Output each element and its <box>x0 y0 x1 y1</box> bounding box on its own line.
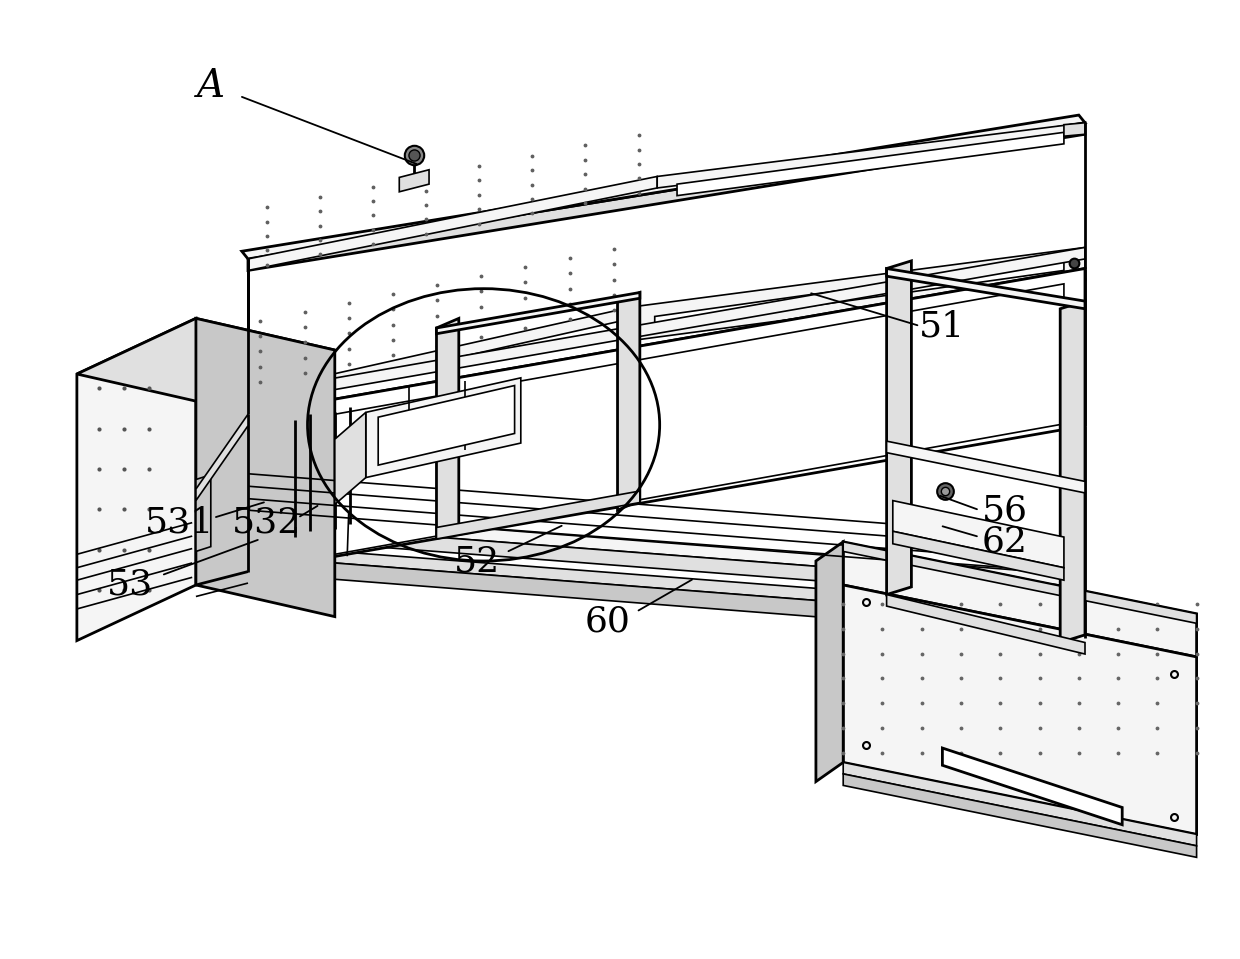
Polygon shape <box>399 170 429 192</box>
Polygon shape <box>248 176 657 270</box>
Polygon shape <box>335 412 366 504</box>
Polygon shape <box>1064 123 1085 136</box>
Polygon shape <box>655 259 1064 328</box>
Polygon shape <box>248 280 1085 453</box>
Text: 60: 60 <box>585 604 630 639</box>
Polygon shape <box>942 748 1122 825</box>
Polygon shape <box>77 318 196 641</box>
Polygon shape <box>270 284 1064 566</box>
Polygon shape <box>366 378 521 478</box>
Polygon shape <box>196 414 248 501</box>
Polygon shape <box>1060 301 1085 643</box>
Polygon shape <box>196 318 335 617</box>
Polygon shape <box>887 261 911 595</box>
Polygon shape <box>843 585 1197 834</box>
Polygon shape <box>887 269 1085 309</box>
Polygon shape <box>248 545 1085 621</box>
Polygon shape <box>248 269 1085 426</box>
Polygon shape <box>1060 301 1085 643</box>
Polygon shape <box>632 247 1085 340</box>
Polygon shape <box>436 318 459 537</box>
Polygon shape <box>893 531 1064 580</box>
Polygon shape <box>843 774 1197 857</box>
Polygon shape <box>887 595 1085 654</box>
Polygon shape <box>893 501 1064 568</box>
Polygon shape <box>843 542 1197 623</box>
Text: 52: 52 <box>454 544 501 578</box>
Polygon shape <box>196 475 211 551</box>
Polygon shape <box>248 247 1085 405</box>
Polygon shape <box>843 762 1197 846</box>
Polygon shape <box>248 556 1085 638</box>
Polygon shape <box>436 491 640 539</box>
Text: 532: 532 <box>232 505 301 540</box>
Polygon shape <box>816 542 843 782</box>
Text: 531: 531 <box>145 505 215 540</box>
Polygon shape <box>248 123 1085 270</box>
Polygon shape <box>248 523 1085 601</box>
Polygon shape <box>618 292 640 510</box>
Polygon shape <box>436 292 640 334</box>
Text: 62: 62 <box>982 525 1027 559</box>
Polygon shape <box>77 318 335 406</box>
Polygon shape <box>843 542 1197 657</box>
Polygon shape <box>378 386 515 465</box>
Polygon shape <box>887 441 1085 493</box>
Polygon shape <box>248 269 1085 572</box>
Text: 51: 51 <box>919 309 966 343</box>
Polygon shape <box>657 123 1085 188</box>
Text: 56: 56 <box>981 493 1028 527</box>
Text: 53: 53 <box>107 568 154 602</box>
Text: A: A <box>197 68 224 105</box>
Polygon shape <box>677 132 1064 196</box>
Polygon shape <box>248 510 1085 587</box>
Polygon shape <box>242 115 1085 259</box>
Polygon shape <box>248 307 632 405</box>
